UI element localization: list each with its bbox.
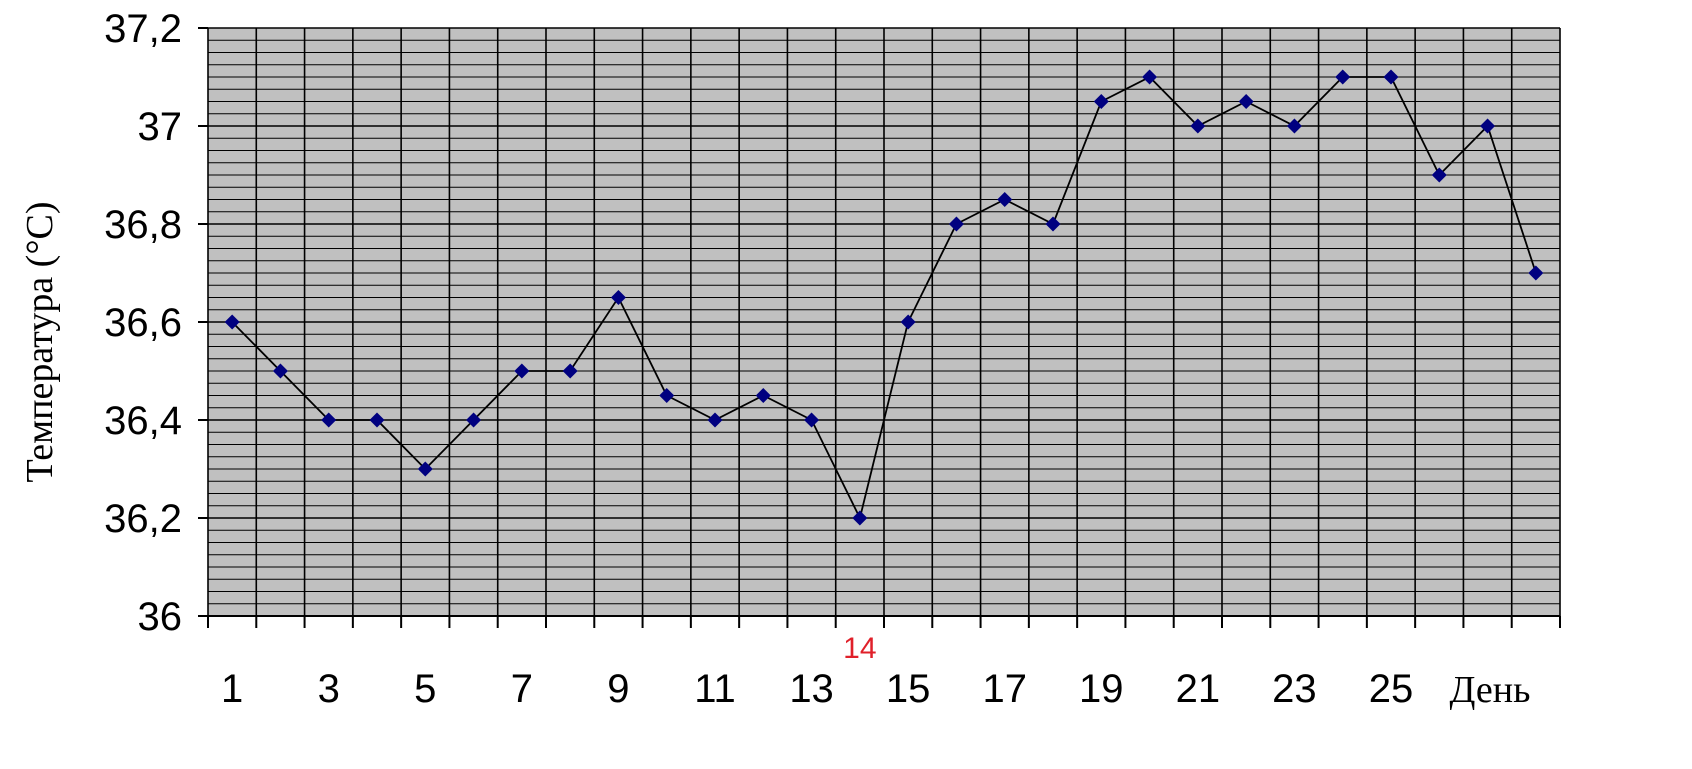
data-point: [659, 388, 675, 403]
y-axis-label: Температура (°C): [19, 201, 61, 482]
data-point: [224, 314, 240, 330]
x-tick-label: 3: [318, 667, 340, 711]
x-tick-label: 9: [607, 667, 629, 711]
data-point: [369, 412, 385, 428]
data-point: [948, 216, 964, 232]
data-point: [1093, 94, 1109, 109]
temperature-line: [231, 75, 1537, 521]
data-point: [272, 363, 288, 379]
x-tick-label: 19: [1079, 667, 1124, 711]
y-tick-label: 37,2: [104, 7, 182, 51]
data-point: [1335, 69, 1351, 85]
x-tick-label: 17: [982, 667, 1027, 711]
data-point: [804, 412, 820, 428]
data-point: [1480, 118, 1496, 134]
y-tick-label: 36,2: [104, 497, 182, 541]
y-tick-label: 37: [138, 105, 183, 149]
data-point: [900, 314, 916, 330]
highlight-day-label: 14: [843, 632, 876, 665]
x-tick-labels: 1 3 5 7 9 11 13 15 17 19 21 23 25: [221, 667, 1413, 711]
horizontal-grid: [208, 27, 1560, 617]
y-tick-labels: 36 36,2 36,4 36,6 36,8 37 37,2: [104, 7, 182, 639]
x-tick-label: 11: [694, 667, 736, 711]
data-point: [562, 363, 578, 379]
x-tick-label: 25: [1369, 667, 1414, 711]
data-point: [1142, 69, 1158, 85]
data-point: [417, 461, 433, 477]
data-point: [1431, 167, 1447, 183]
data-point: [852, 510, 868, 526]
data-point: [707, 412, 723, 428]
data-point: [321, 412, 337, 428]
y-tick-label: 36: [138, 595, 183, 639]
data-point: [1238, 94, 1254, 109]
data-point: [466, 412, 482, 428]
data-point: [610, 290, 626, 305]
data-point: [514, 363, 530, 379]
data-point: [997, 192, 1013, 207]
y-tick-label: 36,6: [104, 301, 182, 345]
data-point: [1045, 216, 1061, 232]
x-tick-label: 7: [511, 667, 533, 711]
x-axis-label: День: [1450, 669, 1531, 711]
x-tick-label: 23: [1272, 667, 1317, 711]
x-tick-label: 21: [1176, 667, 1221, 711]
x-tick-label: 1: [221, 667, 243, 711]
data-point: [1286, 118, 1302, 134]
x-tick-label: 5: [414, 667, 436, 711]
x-tick-label: 15: [886, 667, 931, 711]
y-tick-label: 36,4: [104, 399, 182, 443]
y-tick-label: 36,8: [104, 203, 182, 247]
data-point: [1383, 69, 1399, 85]
data-point: [1190, 118, 1206, 134]
axes: [198, 27, 1561, 628]
data-point: [1528, 265, 1544, 281]
data-markers: [224, 69, 1544, 526]
data-point: [755, 388, 771, 403]
x-tick-label: 13: [789, 667, 834, 711]
